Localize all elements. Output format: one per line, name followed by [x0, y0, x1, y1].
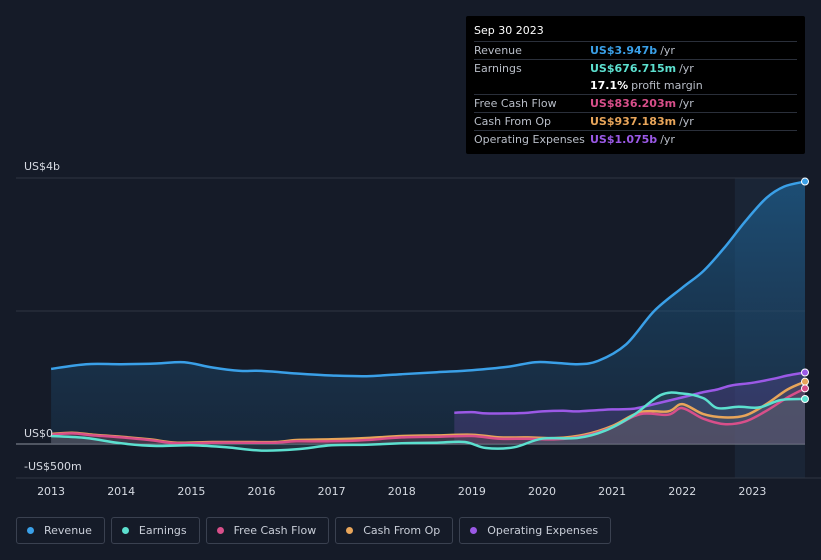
free-cash-flow-end-marker [801, 384, 809, 393]
x-tick-label: 2015 [177, 485, 205, 498]
legend-dot-icon [216, 527, 224, 534]
legend-item-cash-from-op[interactable]: Cash From Op [335, 517, 454, 544]
tooltip: Sep 30 2023 Revenue US$3.947b/yr Earnings U… [466, 16, 805, 154]
free-cash-flow-line [51, 387, 806, 445]
revenue-area [51, 181, 806, 444]
revenue-line [50, 180, 806, 378]
legend-item-revenue[interactable]: Revenue [16, 517, 105, 544]
tooltip-unit: /yr [660, 44, 675, 57]
tooltip-value: US$836.203m [590, 97, 677, 110]
legend-label: Free Cash Flow [233, 524, 317, 537]
tooltip-value: US$937.183m [590, 115, 677, 128]
revenue-end-marker [801, 177, 809, 186]
earnings-area [51, 392, 806, 451]
tooltip-value: 17.1% [590, 79, 629, 92]
x-tick-label: 2018 [388, 485, 416, 498]
tooltip-value: US$676.715m [590, 62, 677, 75]
tooltip-date: Sep 30 2023 [474, 24, 544, 37]
cash-from-op-end-marker [801, 377, 809, 386]
tooltip-row: Earnings US$676.715m/yr [474, 59, 797, 77]
tooltip-row: Free Cash Flow US$836.203m/yr [474, 94, 797, 112]
x-tick-label: 2021 [598, 485, 626, 498]
tooltip-label: Revenue [474, 44, 522, 57]
tooltip-unit: /yr [660, 133, 675, 146]
tooltip-row: 17.1% profit margin [474, 77, 797, 94]
earnings-line [51, 391, 806, 452]
legend-label: Earnings [138, 524, 187, 537]
tooltip-label: Cash From Op [474, 115, 552, 128]
legend-dot-icon [346, 527, 354, 534]
y-tick-label: US$0 [24, 427, 53, 440]
x-tick-label: 2016 [247, 485, 275, 498]
x-tick-label: 2014 [107, 485, 135, 498]
tooltip-label: Earnings [474, 62, 522, 75]
x-tick-label: 2023 [738, 485, 766, 498]
tooltip-row: Operating Expenses US$1.075b/yr [474, 130, 797, 148]
y-tick-label: -US$500m [24, 460, 82, 473]
legend: Revenue Earnings Free Cash Flow Cash From O… [16, 517, 612, 544]
x-tick-label: 2017 [318, 485, 346, 498]
legend-label: Cash From Op [363, 524, 441, 537]
earnings-end-marker [801, 394, 809, 403]
tooltip-value: US$1.075b [590, 133, 658, 146]
x-tick-label: 2022 [668, 485, 696, 498]
tooltip-unit: /yr [679, 97, 694, 110]
free-cash-flow-area [51, 388, 806, 444]
legend-dot-icon [121, 527, 129, 534]
legend-item-free-cash-flow[interactable]: Free Cash Flow [205, 517, 330, 544]
tooltip-unit: profit margin [631, 79, 703, 92]
tooltip-label: Free Cash Flow [474, 97, 557, 110]
tooltip-unit: /yr [679, 62, 694, 75]
legend-dot-icon [470, 527, 478, 534]
tooltip-row: Revenue US$3.947b/yr [474, 41, 797, 59]
legend-item-earnings[interactable]: Earnings [110, 517, 200, 544]
x-tick-label: 2020 [528, 485, 556, 498]
legend-label: Operating Expenses [487, 524, 599, 537]
legend-label: Revenue [44, 524, 92, 537]
operating-expenses-end-marker [801, 368, 809, 377]
cash-from-op-area [51, 381, 806, 444]
x-tick-label: 2013 [37, 485, 65, 498]
legend-item-operating-expenses[interactable]: Operating Expenses [459, 517, 612, 544]
tooltip-unit: /yr [679, 115, 694, 128]
tooltip-row: Cash From Op US$937.183m/yr [474, 112, 797, 130]
legend-dot-icon [27, 527, 34, 534]
x-tick-label: 2019 [458, 485, 486, 498]
tooltip-value: US$3.947b [590, 44, 658, 57]
tooltip-label: Operating Expenses [474, 133, 585, 146]
y-tick-label: US$4b [24, 160, 60, 173]
operating-expenses-line [454, 371, 806, 415]
